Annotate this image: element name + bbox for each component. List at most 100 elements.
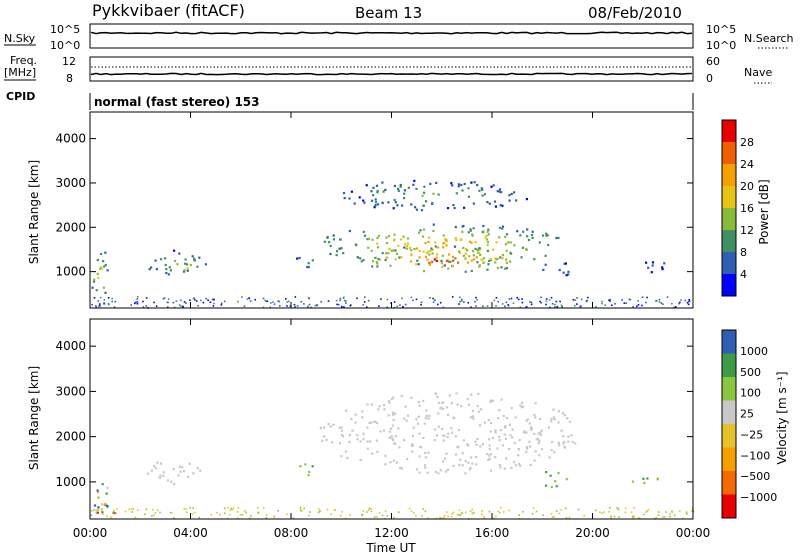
velocity-cell [447, 515, 449, 518]
power-cell [655, 300, 657, 302]
power-cell [425, 200, 428, 203]
power-cell [671, 302, 673, 305]
velocity-cell [150, 469, 153, 472]
power-cell [463, 206, 466, 209]
power-cell [415, 298, 418, 301]
power-cell [393, 198, 396, 202]
power-cell [198, 256, 201, 259]
power-cell [392, 249, 395, 252]
velocity-colorbar-tick: 100 [740, 387, 761, 400]
power-cell [545, 232, 548, 235]
power-cell [501, 303, 504, 305]
velocity-cell [383, 408, 386, 411]
velocity-cell [503, 467, 506, 470]
power-cell [496, 190, 499, 193]
power-cell [531, 230, 534, 233]
velocity-cell [437, 472, 440, 475]
velocity-cell [457, 428, 460, 431]
power-cell [180, 305, 182, 307]
x-tick-label: 08:00 [274, 526, 309, 540]
velocity-cell [366, 426, 369, 429]
power-cell [183, 269, 186, 272]
velocity-cell [560, 429, 563, 432]
power-cell [196, 265, 199, 268]
velocity-cell [669, 513, 671, 515]
velocity-cell [96, 489, 99, 492]
power-cell [220, 304, 223, 306]
velocity-cell [451, 431, 454, 434]
power-cell [488, 259, 491, 263]
velocity-cell [570, 434, 573, 437]
power-cell [336, 303, 338, 306]
nsearch-label: N.Search [744, 32, 794, 45]
power-cell [637, 300, 639, 302]
velocity-cell [416, 422, 420, 425]
power-cell [428, 253, 431, 256]
velocity-cell [632, 516, 634, 519]
power-cell [660, 302, 663, 304]
velocity-cell [368, 421, 371, 425]
velocity-cell [95, 509, 97, 512]
power-cell [418, 256, 421, 259]
velocity-cell [469, 510, 472, 512]
power-cell [675, 306, 677, 308]
power-cell [95, 306, 98, 308]
velocity-cell [330, 513, 333, 515]
power-cell [395, 252, 399, 255]
power-cell [374, 256, 377, 259]
velocity-cell [100, 509, 103, 512]
power-cell [339, 299, 341, 302]
velocity-cell [393, 516, 395, 519]
power-cell [609, 300, 611, 303]
power-colorbar-segment [722, 164, 736, 186]
velocity-cell [658, 511, 660, 513]
power-cell [93, 278, 96, 281]
power-cell [464, 257, 467, 260]
power-cell [404, 243, 407, 246]
power-cell [192, 297, 195, 300]
power-cell [167, 298, 170, 300]
power-cell [539, 300, 541, 303]
power-cell [544, 263, 547, 266]
power-cell [529, 301, 531, 303]
velocity-cell [460, 405, 463, 408]
power-cell [530, 233, 534, 237]
power-ytick-label: 2000 [55, 220, 86, 234]
velocity-cell [160, 462, 163, 465]
power-cell [355, 244, 358, 247]
power-cell [501, 204, 504, 207]
power-cell [106, 269, 109, 272]
velocity-cell [448, 394, 451, 397]
velocity-cell [162, 471, 165, 474]
velocity-cell [361, 513, 364, 516]
velocity-cell [470, 393, 473, 396]
power-cell [406, 245, 409, 248]
power-cell [385, 252, 388, 255]
velocity-colorbar-segment [722, 424, 736, 448]
velocity-cell [518, 439, 521, 442]
power-cell [237, 300, 239, 303]
power-cell [294, 296, 297, 298]
power-cell [545, 300, 548, 303]
power-cell [113, 306, 116, 308]
velocity-cell [250, 515, 252, 517]
power-colorbar-tick: 8 [740, 246, 747, 259]
power-cell [404, 303, 407, 306]
power-cell [193, 259, 196, 262]
power-cell [367, 299, 370, 302]
power-cell [467, 231, 470, 234]
power-cell [467, 195, 470, 198]
velocity-cell [451, 513, 454, 515]
power-cell [435, 256, 438, 259]
velocity-cell [490, 399, 493, 402]
power-cell [414, 206, 417, 209]
power-cell [332, 234, 335, 237]
power-cell [162, 297, 165, 300]
power-cell [345, 300, 347, 302]
power-cell [662, 303, 664, 305]
power-cell [645, 301, 647, 304]
power-cell [348, 197, 351, 200]
velocity-cell [423, 464, 427, 467]
velocity-cell [384, 510, 387, 512]
power-cell [197, 304, 199, 307]
